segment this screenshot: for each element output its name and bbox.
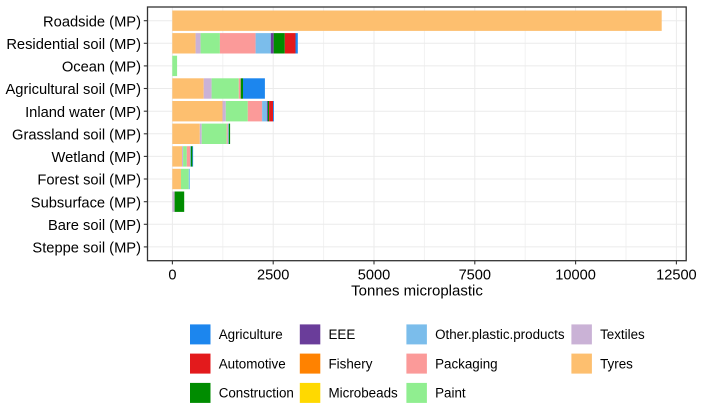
svg-text:Textiles: Textiles: [600, 327, 645, 342]
svg-text:Paint: Paint: [435, 386, 466, 401]
svg-text:2500: 2500: [257, 268, 289, 284]
svg-text:Inland water (MP): Inland water (MP): [25, 105, 141, 121]
svg-text:5000: 5000: [358, 268, 390, 284]
svg-text:Residential soil (MP): Residential soil (MP): [6, 37, 141, 53]
svg-text:Grassland soil (MP): Grassland soil (MP): [12, 128, 141, 144]
svg-text:Tonnes microplastic: Tonnes microplastic: [351, 283, 483, 300]
svg-text:Construction: Construction: [219, 386, 294, 401]
svg-text:Fishery: Fishery: [329, 356, 373, 371]
svg-text:Subsurface (MP): Subsurface (MP): [31, 195, 141, 211]
svg-text:Roadside (MP): Roadside (MP): [43, 14, 141, 30]
svg-text:0: 0: [168, 268, 176, 284]
svg-text:Agricultural soil (MP): Agricultural soil (MP): [6, 82, 141, 98]
svg-text:Forest soil (MP): Forest soil (MP): [37, 173, 141, 189]
svg-text:Automotive: Automotive: [219, 356, 286, 371]
svg-text:Agriculture: Agriculture: [219, 327, 283, 342]
svg-text:Microbeads: Microbeads: [329, 386, 399, 401]
svg-text:Packaging: Packaging: [435, 356, 498, 371]
svg-text:10000: 10000: [555, 268, 596, 284]
svg-text:Tyres: Tyres: [600, 356, 633, 371]
svg-text:12500: 12500: [656, 268, 697, 284]
svg-text:EEE: EEE: [329, 327, 356, 342]
svg-text:Other.plastic.products: Other.plastic.products: [435, 327, 565, 342]
svg-text:Bare soil (MP): Bare soil (MP): [48, 218, 141, 234]
svg-text:Wetland (MP): Wetland (MP): [51, 150, 141, 166]
svg-text:Steppe soil (MP): Steppe soil (MP): [32, 241, 141, 257]
svg-text:Ocean (MP): Ocean (MP): [62, 60, 141, 76]
svg-text:7500: 7500: [459, 268, 491, 284]
